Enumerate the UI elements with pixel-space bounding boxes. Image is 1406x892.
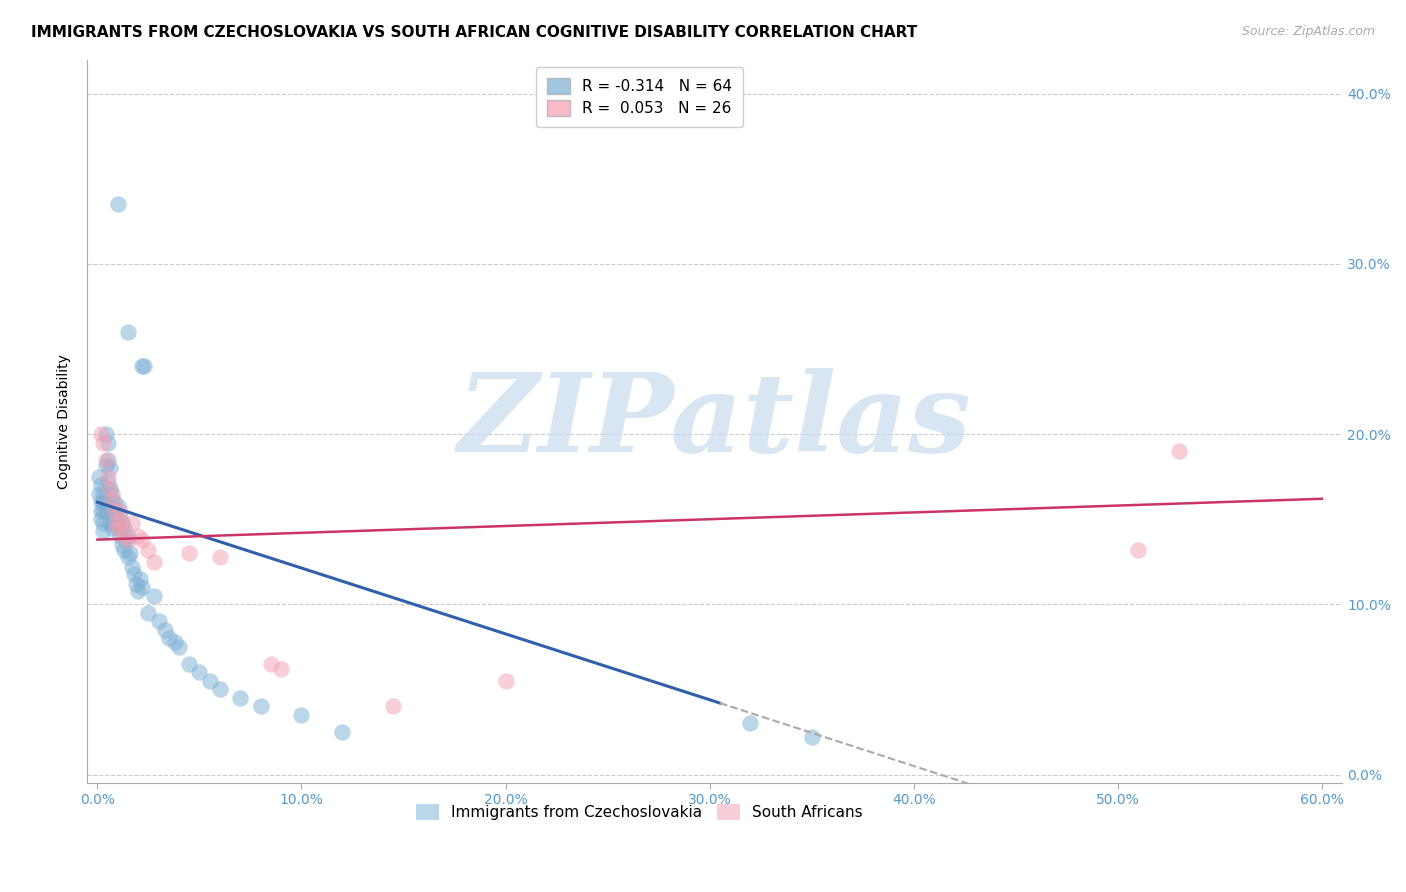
Point — [97, 475, 120, 489]
Point — [107, 521, 129, 535]
Point — [89, 469, 111, 483]
Point — [198, 673, 221, 688]
Point — [127, 529, 149, 543]
Point — [94, 504, 117, 518]
Point — [89, 486, 111, 500]
Point — [98, 461, 121, 475]
Point — [98, 482, 121, 496]
Point — [98, 482, 121, 496]
Text: IMMIGRANTS FROM CZECHOSLOVAKIA VS SOUTH AFRICAN COGNITIVE DISABILITY CORRELATION: IMMIGRANTS FROM CZECHOSLOVAKIA VS SOUTH … — [31, 25, 917, 40]
Point — [1168, 444, 1191, 458]
Point — [93, 504, 115, 518]
Y-axis label: Cognitive Disability: Cognitive Disability — [58, 354, 72, 489]
Point — [125, 577, 148, 591]
Point — [111, 516, 134, 530]
Point — [93, 435, 115, 450]
Point — [117, 533, 139, 547]
Point — [143, 555, 166, 569]
Point — [800, 730, 823, 744]
Point — [97, 469, 120, 483]
Point — [148, 615, 170, 629]
Point — [163, 634, 186, 648]
Point — [495, 673, 517, 688]
Point — [90, 478, 112, 492]
Point — [143, 589, 166, 603]
Point — [112, 521, 135, 535]
Point — [118, 546, 141, 560]
Point — [100, 491, 122, 506]
Point — [127, 583, 149, 598]
Point — [104, 504, 127, 518]
Point — [290, 708, 312, 723]
Point — [115, 533, 138, 547]
Point — [108, 504, 131, 518]
Point — [131, 533, 153, 547]
Point — [93, 486, 115, 500]
Point — [270, 662, 292, 676]
Point — [97, 435, 120, 450]
Point — [100, 486, 122, 500]
Point — [100, 504, 122, 518]
Point — [740, 716, 762, 731]
Point — [122, 566, 145, 581]
Point — [97, 452, 120, 467]
Point — [111, 538, 134, 552]
Point — [107, 499, 129, 513]
Point — [103, 516, 125, 530]
Point — [208, 549, 231, 564]
Point — [131, 359, 153, 373]
Point — [229, 690, 252, 705]
Point — [1128, 542, 1150, 557]
Point — [157, 632, 180, 646]
Point — [103, 495, 125, 509]
Point — [167, 640, 190, 654]
Point — [108, 508, 131, 523]
Point — [188, 665, 211, 680]
Legend: Immigrants from Czechoslovakia, South Africans: Immigrants from Czechoslovakia, South Af… — [409, 797, 869, 826]
Text: ZIPatlas: ZIPatlas — [458, 368, 972, 475]
Point — [117, 549, 139, 564]
Point — [111, 516, 134, 530]
Point — [117, 325, 139, 339]
Point — [94, 452, 117, 467]
Point — [131, 580, 153, 594]
Point — [94, 427, 117, 442]
Point — [90, 427, 112, 442]
Point — [98, 499, 121, 513]
Point — [260, 657, 283, 671]
Point — [153, 623, 176, 637]
Point — [107, 197, 129, 211]
Point — [112, 529, 135, 543]
Point — [382, 699, 405, 714]
Point — [121, 559, 143, 574]
Point — [117, 529, 139, 543]
Text: Source: ZipAtlas.com: Source: ZipAtlas.com — [1241, 25, 1375, 38]
Point — [90, 504, 112, 518]
Point — [94, 458, 117, 472]
Point — [138, 542, 160, 557]
Point — [103, 504, 125, 518]
Point — [179, 657, 201, 671]
Point — [129, 572, 152, 586]
Point — [138, 606, 160, 620]
Point — [104, 516, 127, 530]
Point — [121, 516, 143, 530]
Point — [330, 725, 353, 739]
Point — [112, 542, 135, 557]
Point — [107, 521, 129, 535]
Point — [100, 521, 122, 535]
Point — [104, 516, 127, 530]
Point — [93, 516, 115, 530]
Point — [90, 495, 112, 509]
Point — [134, 359, 156, 373]
Point — [249, 699, 271, 714]
Point — [90, 512, 112, 526]
Point — [93, 495, 115, 509]
Point — [179, 546, 201, 560]
Point — [108, 529, 131, 543]
Point — [103, 504, 125, 518]
Point — [93, 524, 115, 538]
Point — [208, 682, 231, 697]
Point — [98, 516, 121, 530]
